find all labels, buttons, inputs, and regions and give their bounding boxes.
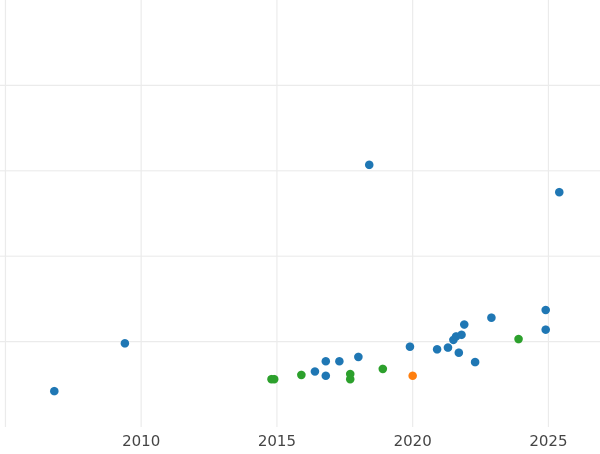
data-point-green[interactable] xyxy=(514,334,523,344)
data-point-blue[interactable] xyxy=(459,320,469,329)
data-point-blue[interactable] xyxy=(541,325,551,334)
x-tick-label: 2010 xyxy=(122,432,160,450)
data-point-blue[interactable] xyxy=(120,339,130,348)
data-point-green[interactable] xyxy=(297,370,306,380)
data-point-blue[interactable] xyxy=(310,367,320,376)
x-tick-label: 2015 xyxy=(258,432,296,450)
data-point-blue[interactable] xyxy=(470,357,480,367)
x-tick-label: 2020 xyxy=(394,432,432,450)
data-point-blue[interactable] xyxy=(364,160,374,170)
data-point-blue[interactable] xyxy=(321,371,331,381)
points-layer xyxy=(49,160,564,396)
data-point-blue[interactable] xyxy=(541,305,551,315)
data-point-blue[interactable] xyxy=(321,356,331,366)
data-point-blue[interactable] xyxy=(335,356,344,366)
data-point-blue[interactable] xyxy=(487,313,496,322)
data-point-blue[interactable] xyxy=(554,187,564,197)
x-tick-labels: 2010 2015 2020 2025 xyxy=(122,432,567,450)
data-point-green[interactable] xyxy=(378,364,388,374)
data-point-orange[interactable] xyxy=(408,371,417,381)
data-point-blue[interactable] xyxy=(405,342,415,352)
data-point-green[interactable] xyxy=(269,374,279,384)
data-point-green[interactable] xyxy=(345,369,355,379)
data-point-blue[interactable] xyxy=(457,330,466,340)
grid-layer xyxy=(0,0,600,427)
x-tick-label: 2025 xyxy=(529,432,567,450)
data-point-blue[interactable] xyxy=(432,344,442,354)
data-point-blue[interactable] xyxy=(443,343,453,352)
data-point-blue[interactable] xyxy=(354,352,363,362)
data-point-blue[interactable] xyxy=(454,348,464,358)
data-point-blue[interactable] xyxy=(49,386,59,396)
